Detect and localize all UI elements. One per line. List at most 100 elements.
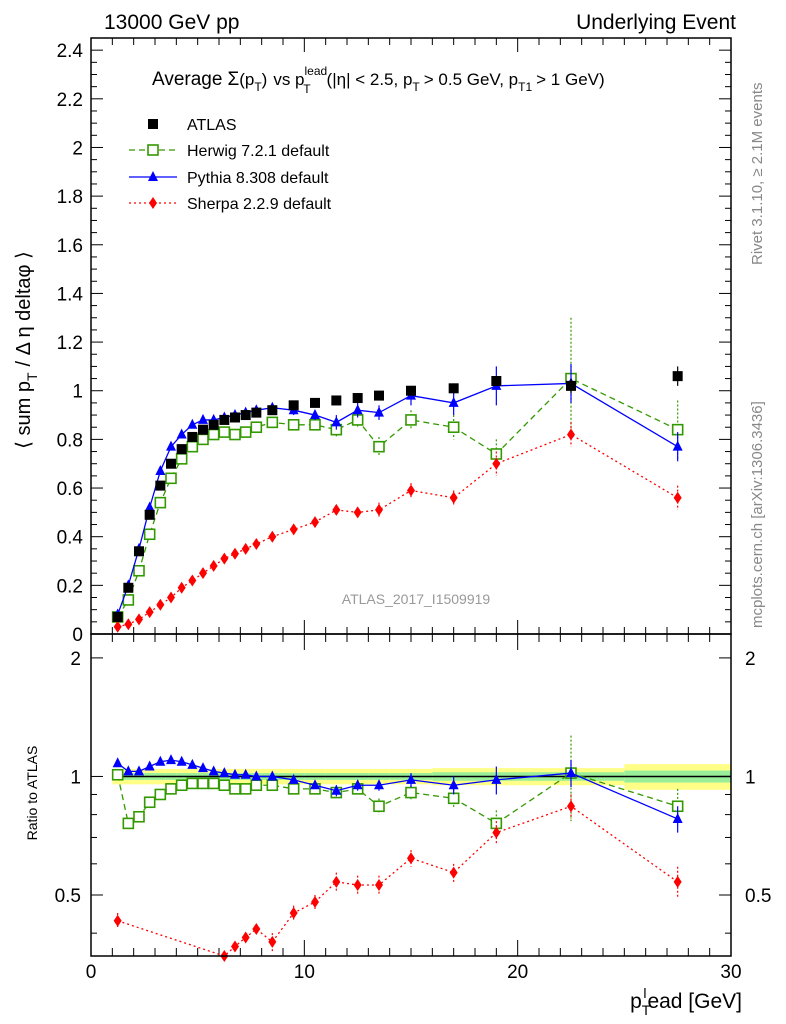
ratio-marker-sherpa-2-2-9-default xyxy=(268,935,277,948)
main-y-tick-label: 0.8 xyxy=(57,430,83,451)
ratio-marker-pythia-8-308-default xyxy=(374,779,384,790)
main-marker-sherpa-2-2-9-default xyxy=(145,606,154,619)
main-marker-herwig-7-2-1-default xyxy=(218,426,231,438)
main-marker-herwig-7-2-1-default xyxy=(229,428,241,441)
ratio-marker-pythia-8-308-default xyxy=(219,767,230,778)
main-marker-sherpa-2-2-9-default xyxy=(199,567,207,580)
ratio-y-tick-label-left: 0.5 xyxy=(55,886,81,907)
ratio-plot-frame xyxy=(90,633,732,957)
ratio-marker-sherpa-2-2-9-default xyxy=(289,907,298,920)
analysis-watermark: ATLAS_2017_I1509919 xyxy=(342,591,491,607)
main-y-axis-label: ⟨ sum pT/ Δ η deltaφ ⟩ xyxy=(13,251,40,449)
main-marker-atlas xyxy=(672,371,683,382)
ratio-marker-herwig-7-2-1-default xyxy=(133,810,145,823)
ratio-marker-herwig-7-2-1-default xyxy=(207,777,220,790)
main-marker-herwig-7-2-1-default xyxy=(266,416,279,429)
main-marker-sherpa-2-2-9-default xyxy=(252,537,261,550)
ratio-marker-pythia-8-308-default xyxy=(198,762,208,773)
ratio-marker-pythia-8-308-default xyxy=(112,757,123,768)
ratio-marker-pythia-8-308-default xyxy=(310,779,320,790)
main-marker-atlas xyxy=(251,407,262,418)
main-marker-herwig-7-2-1-default xyxy=(405,414,417,426)
ratio-y-tick-label-left: 2 xyxy=(70,649,81,670)
main-y-tick-label: 0.2 xyxy=(57,576,83,597)
ratio-series-pythia-8-308-default xyxy=(112,754,683,833)
main-marker-sherpa-2-2-9-default xyxy=(492,457,501,470)
main-marker-atlas xyxy=(331,395,342,406)
main-y-tick-label: 0.6 xyxy=(57,479,83,500)
main-marker-atlas xyxy=(166,458,176,469)
ratio-marker-sherpa-2-2-9-default xyxy=(492,826,501,839)
main-marker-herwig-7-2-1-default xyxy=(447,421,460,434)
main-marker-sherpa-2-2-9-default xyxy=(332,503,341,516)
main-marker-pythia-8-308-default xyxy=(166,440,176,451)
main-marker-sherpa-2-2-9-default xyxy=(124,618,133,631)
legend-marker xyxy=(147,144,159,156)
ratio-marker-herwig-7-2-1-default xyxy=(122,817,135,830)
main-marker-atlas xyxy=(267,405,278,416)
ratio-marker-pythia-8-308-default xyxy=(144,760,155,771)
ratio-marker-herwig-7-2-1-default xyxy=(373,800,385,813)
ratio-marker-herwig-7-2-1-default xyxy=(111,768,124,781)
legend-marker xyxy=(148,119,158,129)
ratio-marker-pythia-8-308-default xyxy=(267,770,278,781)
ratio-marker-herwig-7-2-1-default xyxy=(154,788,167,801)
main-marker-sherpa-2-2-9-default xyxy=(135,613,143,626)
main-marker-sherpa-2-2-9-default xyxy=(353,506,362,519)
main-series-herwig-7-2-1-default xyxy=(111,317,684,623)
x-axis-label: pTlead [GeV] xyxy=(630,985,742,1018)
ratio-marker-pythia-8-308-default xyxy=(288,773,299,784)
main-marker-sherpa-2-2-9-default xyxy=(241,542,250,555)
main-marker-sherpa-2-2-9-default xyxy=(375,503,383,516)
main-marker-herwig-7-2-1-default xyxy=(287,418,300,431)
ratio-marker-pythia-8-308-default xyxy=(331,784,342,795)
main-marker-atlas xyxy=(491,376,502,387)
ratio-marker-herwig-7-2-1-default xyxy=(143,796,156,809)
ratio-marker-sherpa-2-2-9-default xyxy=(332,875,341,888)
main-marker-atlas xyxy=(155,480,166,491)
main-marker-sherpa-2-2-9-default xyxy=(177,581,186,594)
legend-label: ATLAS xyxy=(187,117,237,134)
main-marker-herwig-7-2-1-default xyxy=(175,453,188,465)
main-marker-herwig-7-2-1-default xyxy=(154,496,167,509)
ratio-marker-herwig-7-2-1-default xyxy=(175,779,188,792)
main-marker-herwig-7-2-1-default xyxy=(239,426,252,438)
ratio-marker-herwig-7-2-1-default xyxy=(266,779,279,792)
ratio-marker-herwig-7-2-1-default xyxy=(229,783,241,795)
main-plot-title: Average Σ(pT) vs plead T (|η| < 2.5, pT > 0.5… xyxy=(152,64,605,96)
main-marker-atlas xyxy=(208,419,219,430)
ratio-marker-pythia-8-308-default xyxy=(406,773,416,784)
ratio-marker-sherpa-2-2-9-default xyxy=(407,852,415,865)
main-line-herwig-7-2-1-default xyxy=(117,377,678,618)
main-marker-atlas xyxy=(176,444,187,455)
main-marker-herwig-7-2-1-default xyxy=(197,433,209,446)
mcplots-label: mcplots.cern.ch [arXiv:1306.3436] xyxy=(749,401,766,628)
main-marker-atlas xyxy=(123,582,134,593)
main-marker-atlas xyxy=(374,390,384,401)
legend-item-sherpa-2-2-9-default: Sherpa 2.2.9 default xyxy=(129,196,332,213)
ratio-y-axis-label: Ratio to ATLAS xyxy=(24,746,40,841)
main-marker-herwig-7-2-1-default xyxy=(250,421,263,434)
main-marker-pythia-8-308-default xyxy=(176,428,187,439)
ratio-marker-herwig-7-2-1-default xyxy=(186,777,199,790)
ratio-series-layer xyxy=(111,735,684,962)
main-marker-atlas xyxy=(219,414,230,425)
ratio-y-tick-label-right: 1 xyxy=(745,767,756,788)
legend-marker xyxy=(148,171,158,181)
main-marker-herwig-7-2-1-default xyxy=(186,440,199,453)
ratio-marker-sherpa-2-2-9-default xyxy=(113,914,122,927)
main-y-tick-label: 0.4 xyxy=(57,528,84,549)
main-marker-sherpa-2-2-9-default xyxy=(311,516,319,529)
main-marker-pythia-8-308-default xyxy=(352,404,363,415)
main-marker-pythia-8-308-default xyxy=(198,413,208,424)
rivet-label: Rivet 3.1.10, ≥ 2.1M events xyxy=(749,83,766,266)
main-marker-sherpa-2-2-9-default xyxy=(268,530,277,543)
ratio-marker-herwig-7-2-1-default xyxy=(197,777,209,790)
main-marker-sherpa-2-2-9-default xyxy=(449,491,458,504)
ratio-marker-sherpa-2-2-9-default xyxy=(567,800,575,813)
legend-label: Pythia 8.308 default xyxy=(187,170,329,187)
ratio-marker-pythia-8-308-default xyxy=(166,754,176,765)
main-marker-pythia-8-308-default xyxy=(187,418,198,429)
ratio-series-herwig-7-2-1-default xyxy=(111,735,684,838)
